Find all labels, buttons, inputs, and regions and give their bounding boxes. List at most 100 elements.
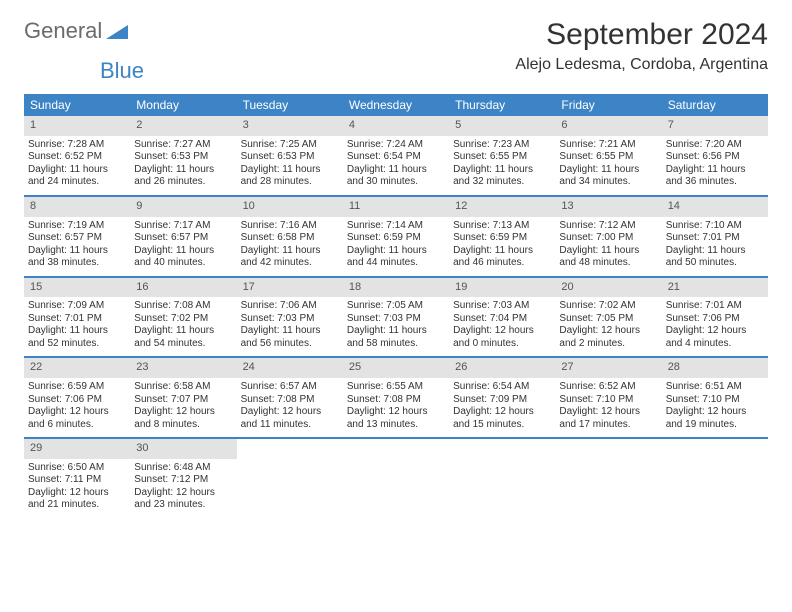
sunrise: Sunrise: 6:51 AM	[666, 381, 764, 394]
sunrise: Sunrise: 7:05 AM	[347, 300, 445, 313]
sunrise: Sunrise: 7:17 AM	[134, 220, 232, 233]
day-cell: 7Sunrise: 7:20 AMSunset: 6:56 PMDaylight…	[662, 116, 768, 195]
day-cell: 3Sunrise: 7:25 AMSunset: 6:53 PMDaylight…	[237, 116, 343, 195]
week-row: 8Sunrise: 7:19 AMSunset: 6:57 PMDaylight…	[24, 195, 768, 276]
day-body: Sunrise: 7:21 AMSunset: 6:55 PMDaylight:…	[555, 136, 661, 195]
day-body: Sunrise: 7:02 AMSunset: 7:05 PMDaylight:…	[555, 297, 661, 356]
weekday-tue: Tuesday	[237, 94, 343, 116]
day-body: Sunrise: 7:20 AMSunset: 6:56 PMDaylight:…	[662, 136, 768, 195]
day-cell: 19Sunrise: 7:03 AMSunset: 7:04 PMDayligh…	[449, 278, 555, 357]
day-cell: 15Sunrise: 7:09 AMSunset: 7:01 PMDayligh…	[24, 278, 130, 357]
calendar: Sunday Monday Tuesday Wednesday Thursday…	[24, 94, 768, 518]
sunrise: Sunrise: 6:59 AM	[28, 381, 126, 394]
day-number: 2	[130, 116, 236, 136]
day-body: Sunrise: 7:13 AMSunset: 6:59 PMDaylight:…	[449, 217, 555, 276]
daylight: Daylight: 11 hours and 52 minutes.	[28, 325, 126, 350]
sunset: Sunset: 7:00 PM	[559, 232, 657, 245]
daylight: Daylight: 12 hours and 6 minutes.	[28, 406, 126, 431]
day-number: 12	[449, 197, 555, 217]
day-cell: 23Sunrise: 6:58 AMSunset: 7:07 PMDayligh…	[130, 358, 236, 437]
sunset: Sunset: 6:52 PM	[28, 151, 126, 164]
day-cell: 4Sunrise: 7:24 AMSunset: 6:54 PMDaylight…	[343, 116, 449, 195]
day-cell: 16Sunrise: 7:08 AMSunset: 7:02 PMDayligh…	[130, 278, 236, 357]
sunset: Sunset: 7:02 PM	[134, 313, 232, 326]
daylight: Daylight: 12 hours and 11 minutes.	[241, 406, 339, 431]
day-cell: 10Sunrise: 7:16 AMSunset: 6:58 PMDayligh…	[237, 197, 343, 276]
weekday-thu: Thursday	[449, 94, 555, 116]
daylight: Daylight: 11 hours and 44 minutes.	[347, 245, 445, 270]
day-cell: 1Sunrise: 7:28 AMSunset: 6:52 PMDaylight…	[24, 116, 130, 195]
calendar-page: General September 2024 Alejo Ledesma, Co…	[0, 0, 792, 536]
day-body: Sunrise: 7:05 AMSunset: 7:03 PMDaylight:…	[343, 297, 449, 356]
sunset: Sunset: 6:53 PM	[241, 151, 339, 164]
day-cell: 2Sunrise: 7:27 AMSunset: 6:53 PMDaylight…	[130, 116, 236, 195]
day-cell: 14Sunrise: 7:10 AMSunset: 7:01 PMDayligh…	[662, 197, 768, 276]
sunrise: Sunrise: 6:50 AM	[28, 462, 126, 475]
daylight: Daylight: 11 hours and 50 minutes.	[666, 245, 764, 270]
day-cell: 12Sunrise: 7:13 AMSunset: 6:59 PMDayligh…	[449, 197, 555, 276]
day-body: Sunrise: 6:48 AMSunset: 7:12 PMDaylight:…	[130, 459, 236, 518]
day-body: Sunrise: 7:19 AMSunset: 6:57 PMDaylight:…	[24, 217, 130, 276]
sunset: Sunset: 7:03 PM	[241, 313, 339, 326]
page-title: September 2024	[515, 18, 768, 52]
daylight: Daylight: 12 hours and 4 minutes.	[666, 325, 764, 350]
week-row: 29Sunrise: 6:50 AMSunset: 7:11 PMDayligh…	[24, 437, 768, 518]
day-cell: 25Sunrise: 6:55 AMSunset: 7:08 PMDayligh…	[343, 358, 449, 437]
day-body: Sunrise: 7:28 AMSunset: 6:52 PMDaylight:…	[24, 136, 130, 195]
logo: General	[24, 18, 128, 44]
sunrise: Sunrise: 7:01 AM	[666, 300, 764, 313]
sunrise: Sunrise: 7:21 AM	[559, 139, 657, 152]
weekday-header: Sunday Monday Tuesday Wednesday Thursday…	[24, 94, 768, 116]
sunrise: Sunrise: 6:55 AM	[347, 381, 445, 394]
daylight: Daylight: 12 hours and 8 minutes.	[134, 406, 232, 431]
daylight: Daylight: 11 hours and 54 minutes.	[134, 325, 232, 350]
sunrise: Sunrise: 6:57 AM	[241, 381, 339, 394]
sunset: Sunset: 7:12 PM	[134, 474, 232, 487]
day-cell: 28Sunrise: 6:51 AMSunset: 7:10 PMDayligh…	[662, 358, 768, 437]
day-body: Sunrise: 7:14 AMSunset: 6:59 PMDaylight:…	[343, 217, 449, 276]
daylight: Daylight: 11 hours and 56 minutes.	[241, 325, 339, 350]
sunrise: Sunrise: 6:52 AM	[559, 381, 657, 394]
day-number: 21	[662, 278, 768, 298]
day-body: Sunrise: 7:17 AMSunset: 6:57 PMDaylight:…	[130, 217, 236, 276]
sunrise: Sunrise: 7:19 AM	[28, 220, 126, 233]
day-number: 15	[24, 278, 130, 298]
daylight: Daylight: 11 hours and 42 minutes.	[241, 245, 339, 270]
day-number: 3	[237, 116, 343, 136]
sunrise: Sunrise: 7:02 AM	[559, 300, 657, 313]
daylight: Daylight: 11 hours and 36 minutes.	[666, 164, 764, 189]
sunset: Sunset: 6:55 PM	[453, 151, 551, 164]
sunset: Sunset: 7:03 PM	[347, 313, 445, 326]
day-body: Sunrise: 7:08 AMSunset: 7:02 PMDaylight:…	[130, 297, 236, 356]
day-number: 7	[662, 116, 768, 136]
day-cell: 13Sunrise: 7:12 AMSunset: 7:00 PMDayligh…	[555, 197, 661, 276]
daylight: Daylight: 11 hours and 32 minutes.	[453, 164, 551, 189]
day-body: Sunrise: 7:09 AMSunset: 7:01 PMDaylight:…	[24, 297, 130, 356]
sunset: Sunset: 7:01 PM	[28, 313, 126, 326]
day-number: 17	[237, 278, 343, 298]
logo-text-1: General	[24, 18, 102, 44]
weekday-mon: Monday	[130, 94, 236, 116]
day-cell: 24Sunrise: 6:57 AMSunset: 7:08 PMDayligh…	[237, 358, 343, 437]
day-body: Sunrise: 6:54 AMSunset: 7:09 PMDaylight:…	[449, 378, 555, 437]
title-block: September 2024 Alejo Ledesma, Cordoba, A…	[515, 18, 768, 74]
day-body: Sunrise: 6:57 AMSunset: 7:08 PMDaylight:…	[237, 378, 343, 437]
sunrise: Sunrise: 7:06 AM	[241, 300, 339, 313]
day-cell: 11Sunrise: 7:14 AMSunset: 6:59 PMDayligh…	[343, 197, 449, 276]
daylight: Daylight: 11 hours and 34 minutes.	[559, 164, 657, 189]
day-cell: 26Sunrise: 6:54 AMSunset: 7:09 PMDayligh…	[449, 358, 555, 437]
day-number: 4	[343, 116, 449, 136]
day-number: 5	[449, 116, 555, 136]
weekday-fri: Friday	[555, 94, 661, 116]
sunset: Sunset: 7:09 PM	[453, 394, 551, 407]
day-number: 10	[237, 197, 343, 217]
daylight: Daylight: 11 hours and 48 minutes.	[559, 245, 657, 270]
day-body: Sunrise: 7:03 AMSunset: 7:04 PMDaylight:…	[449, 297, 555, 356]
sunset: Sunset: 7:10 PM	[559, 394, 657, 407]
daylight: Daylight: 12 hours and 2 minutes.	[559, 325, 657, 350]
daylight: Daylight: 11 hours and 26 minutes.	[134, 164, 232, 189]
day-body: Sunrise: 6:50 AMSunset: 7:11 PMDaylight:…	[24, 459, 130, 518]
weekday-wed: Wednesday	[343, 94, 449, 116]
sunset: Sunset: 7:05 PM	[559, 313, 657, 326]
daylight: Daylight: 12 hours and 15 minutes.	[453, 406, 551, 431]
